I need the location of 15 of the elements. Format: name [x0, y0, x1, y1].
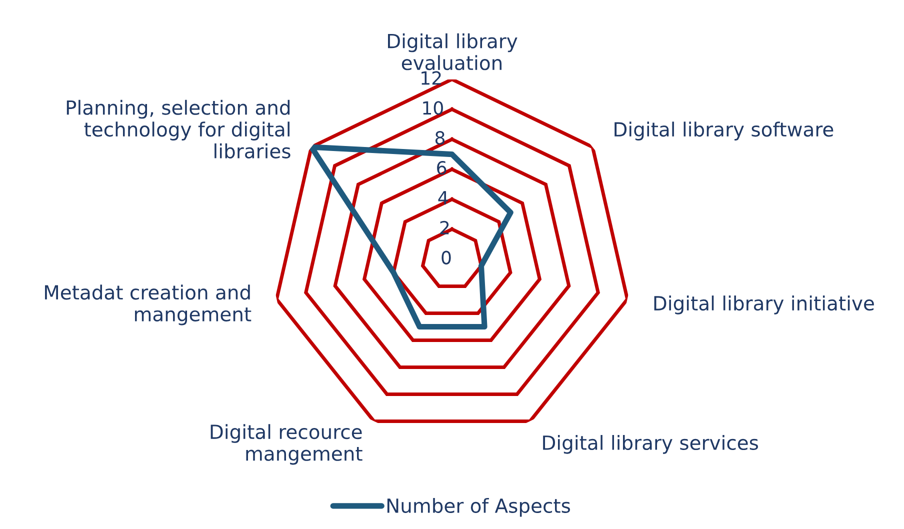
- y-tick-label: 6: [437, 160, 446, 175]
- spoke-label: Metadat creation and mangement: [45, 284, 252, 326]
- spoke-label: Digital library initiative: [654, 296, 874, 314]
- y-tick-label: 4: [438, 191, 448, 204]
- y-tick-label: 10: [423, 101, 443, 115]
- spoke-label: Digital recource mangement: [210, 424, 362, 465]
- y-tick-label: 8: [435, 131, 444, 145]
- y-tick-label: 0: [442, 250, 451, 264]
- spoke-label: Digital library software: [614, 122, 834, 140]
- y-tick-label: 2: [440, 220, 449, 234]
- y-tick-label: 12: [422, 71, 441, 85]
- legend-label: Number of Aspects: [387, 498, 570, 517]
- spoke-label: Digital library services: [543, 435, 758, 454]
- spoke-label: Planning, selection and technology for digital libraries: [66, 100, 290, 158]
- spoke-label: Digital library evaluation: [388, 33, 518, 70]
